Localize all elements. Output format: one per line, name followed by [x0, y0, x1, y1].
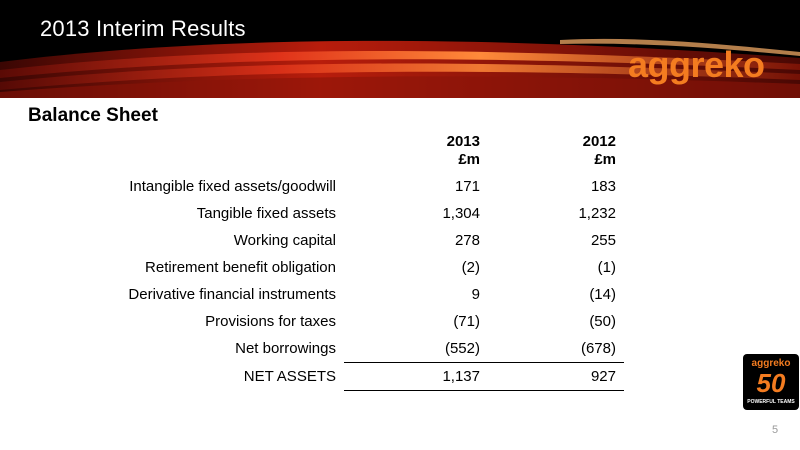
- row-label: Intangible fixed assets/goodwill: [129, 178, 336, 195]
- row-label: Provisions for taxes: [205, 313, 336, 330]
- row-label: Derivative financial instruments: [128, 286, 336, 303]
- swoosh-graphic: [0, 38, 800, 98]
- row-value-2012: (14): [589, 286, 616, 303]
- row-value-2013: (552): [444, 340, 480, 357]
- header-2012-year: 2012: [582, 133, 616, 150]
- row-label: Tangible fixed assets: [196, 205, 336, 222]
- table-row: Provisions for taxes (71) (50): [0, 308, 624, 335]
- badge-tagline: POWERFUL TEAMS: [747, 399, 795, 405]
- table-row: Net borrowings (552) (678): [0, 335, 624, 363]
- total-label: NET ASSETS: [243, 368, 336, 385]
- section-title: Balance Sheet: [28, 105, 158, 126]
- badge-logo: aggreko: [751, 358, 791, 369]
- table-row: Retirement benefit obligation (2) (1): [0, 254, 624, 281]
- row-value-2012: 1,232: [578, 205, 616, 222]
- header-2013-year: 2013: [446, 133, 480, 150]
- balance-sheet-table: 2013 £m 2012 £m Intangible fixed assets/…: [0, 133, 624, 391]
- row-value-2013: 278: [454, 232, 480, 249]
- row-value-2013: (71): [453, 313, 480, 330]
- page-number: 5: [772, 424, 779, 436]
- row-value-2012: (678): [580, 340, 616, 357]
- table-header-row: 2013 £m 2012 £m: [0, 133, 624, 173]
- row-value-2012: (50): [589, 313, 616, 330]
- header-2013: 2013 £m: [344, 133, 480, 173]
- table-row: Intangible fixed assets/goodwill 171 183: [0, 173, 624, 200]
- header-2013-unit: £m: [458, 151, 480, 168]
- slide-title: 2013 Interim Results: [40, 16, 246, 41]
- total-value-2012: 927: [480, 362, 624, 391]
- anniversary-badge: aggreko 50 POWERFUL TEAMS: [743, 354, 799, 410]
- row-label: Working capital: [233, 232, 336, 249]
- table-row: Tangible fixed assets 1,304 1,232: [0, 200, 624, 227]
- row-value-2012: 255: [590, 232, 616, 249]
- badge-number: 50: [756, 368, 786, 398]
- table-row: Working capital 278 255: [0, 227, 624, 254]
- header-2012-unit: £m: [594, 151, 616, 168]
- row-label: Net borrowings: [235, 340, 336, 358]
- total-value-2013: 1,137: [344, 362, 480, 391]
- header-label-cell: [0, 133, 344, 173]
- row-value-2012: (1): [597, 259, 616, 276]
- row-value-2013: (2): [461, 259, 480, 276]
- header-banner: 2013 Interim Results aggreko: [0, 0, 800, 98]
- row-value-2012: 183: [590, 178, 616, 195]
- header-2012: 2012 £m: [480, 133, 624, 173]
- row-value-2013: 171: [454, 178, 480, 195]
- row-value-2013: 1,304: [442, 205, 480, 222]
- aggreko-logo: aggreko: [628, 44, 765, 85]
- table-row: Derivative financial instruments 9 (14): [0, 281, 624, 308]
- total-row: NET ASSETS 1,137 927: [0, 362, 624, 391]
- row-label: Retirement benefit obligation: [145, 259, 336, 276]
- row-value-2013: 9: [471, 286, 480, 303]
